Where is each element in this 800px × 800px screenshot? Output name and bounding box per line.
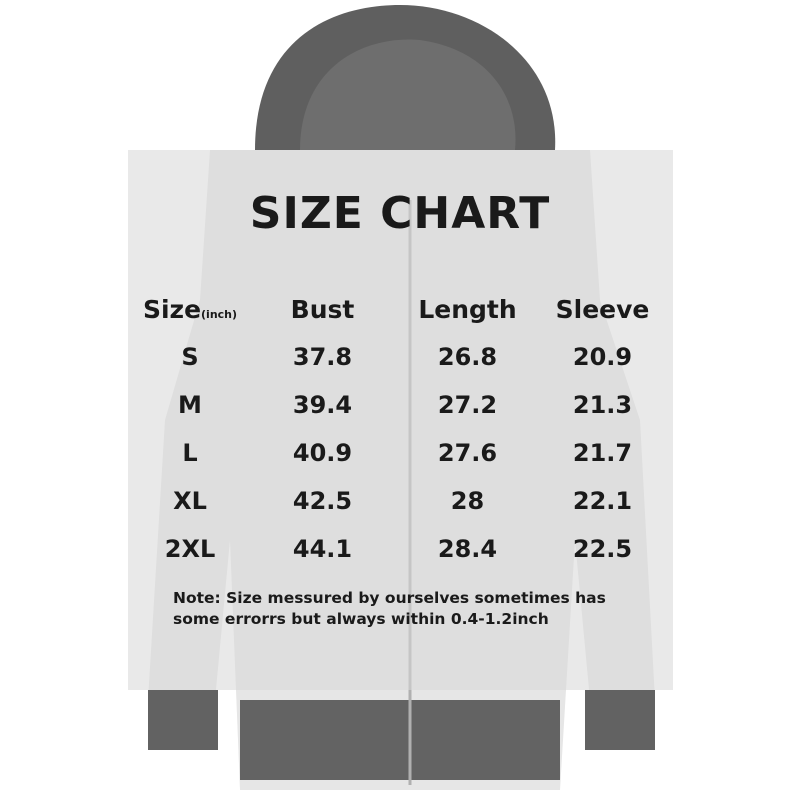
cell-size: XL — [173, 487, 207, 515]
table-row: XL 42.5 28 22.1 — [130, 477, 665, 525]
cell-length: 27.6 — [437, 439, 498, 467]
header-size-label: Size — [142, 294, 202, 324]
table-row: S 37.8 26.8 20.9 — [130, 333, 665, 381]
cell-size: S — [181, 343, 199, 371]
cell-size: M — [178, 391, 202, 419]
cell-bust: 42.5 — [292, 487, 353, 515]
cell-size: L — [182, 439, 198, 467]
header-length: Length — [418, 294, 517, 324]
chart-overlay — [128, 150, 673, 690]
hood-inner — [300, 39, 516, 150]
cell-sleeve: 22.5 — [572, 535, 633, 563]
cell-bust: 39.4 — [292, 391, 353, 419]
cell-size: 2XL — [164, 535, 216, 563]
cell-sleeve: 21.7 — [572, 439, 633, 467]
size-table: Size(inch) Bust Length Sleeve S 37.8 26.8 2… — [130, 285, 665, 573]
right-cuff — [585, 690, 655, 750]
cell-bust: 44.1 — [292, 535, 353, 563]
table-row: M 39.4 27.2 21.3 — [130, 381, 665, 429]
cell-length: 27.2 — [437, 391, 498, 419]
note-line-1: Note: Size messured by ourselves sometim… — [173, 589, 606, 607]
cell-length: 28 — [450, 487, 485, 515]
header-sleeve: Sleeve — [555, 294, 650, 324]
waistband — [240, 700, 560, 780]
table-row: 2XL 44.1 28.4 22.5 — [130, 525, 665, 573]
cell-sleeve: 22.1 — [572, 487, 633, 515]
size-chart-title: SIZE CHART — [249, 188, 551, 239]
cell-sleeve: 21.3 — [572, 391, 633, 419]
header-size: Size(inch) — [130, 285, 250, 333]
header-bust: Bust — [290, 294, 355, 324]
cell-sleeve: 20.9 — [572, 343, 633, 371]
table-row: L 40.9 27.6 21.7 — [130, 429, 665, 477]
cell-bust: 37.8 — [292, 343, 353, 371]
note-line-2: some errorrs but always within 0.4-1.2in… — [173, 610, 549, 628]
cell-length: 28.4 — [437, 535, 498, 563]
cell-bust: 40.9 — [292, 439, 353, 467]
left-cuff — [148, 690, 218, 750]
table-header-row: Size(inch) Bust Length Sleeve — [130, 285, 665, 333]
header-size-unit: (inch) — [201, 307, 238, 321]
cell-length: 26.8 — [437, 343, 498, 371]
measurement-note: Note: Size messured by ourselves sometim… — [173, 588, 673, 630]
